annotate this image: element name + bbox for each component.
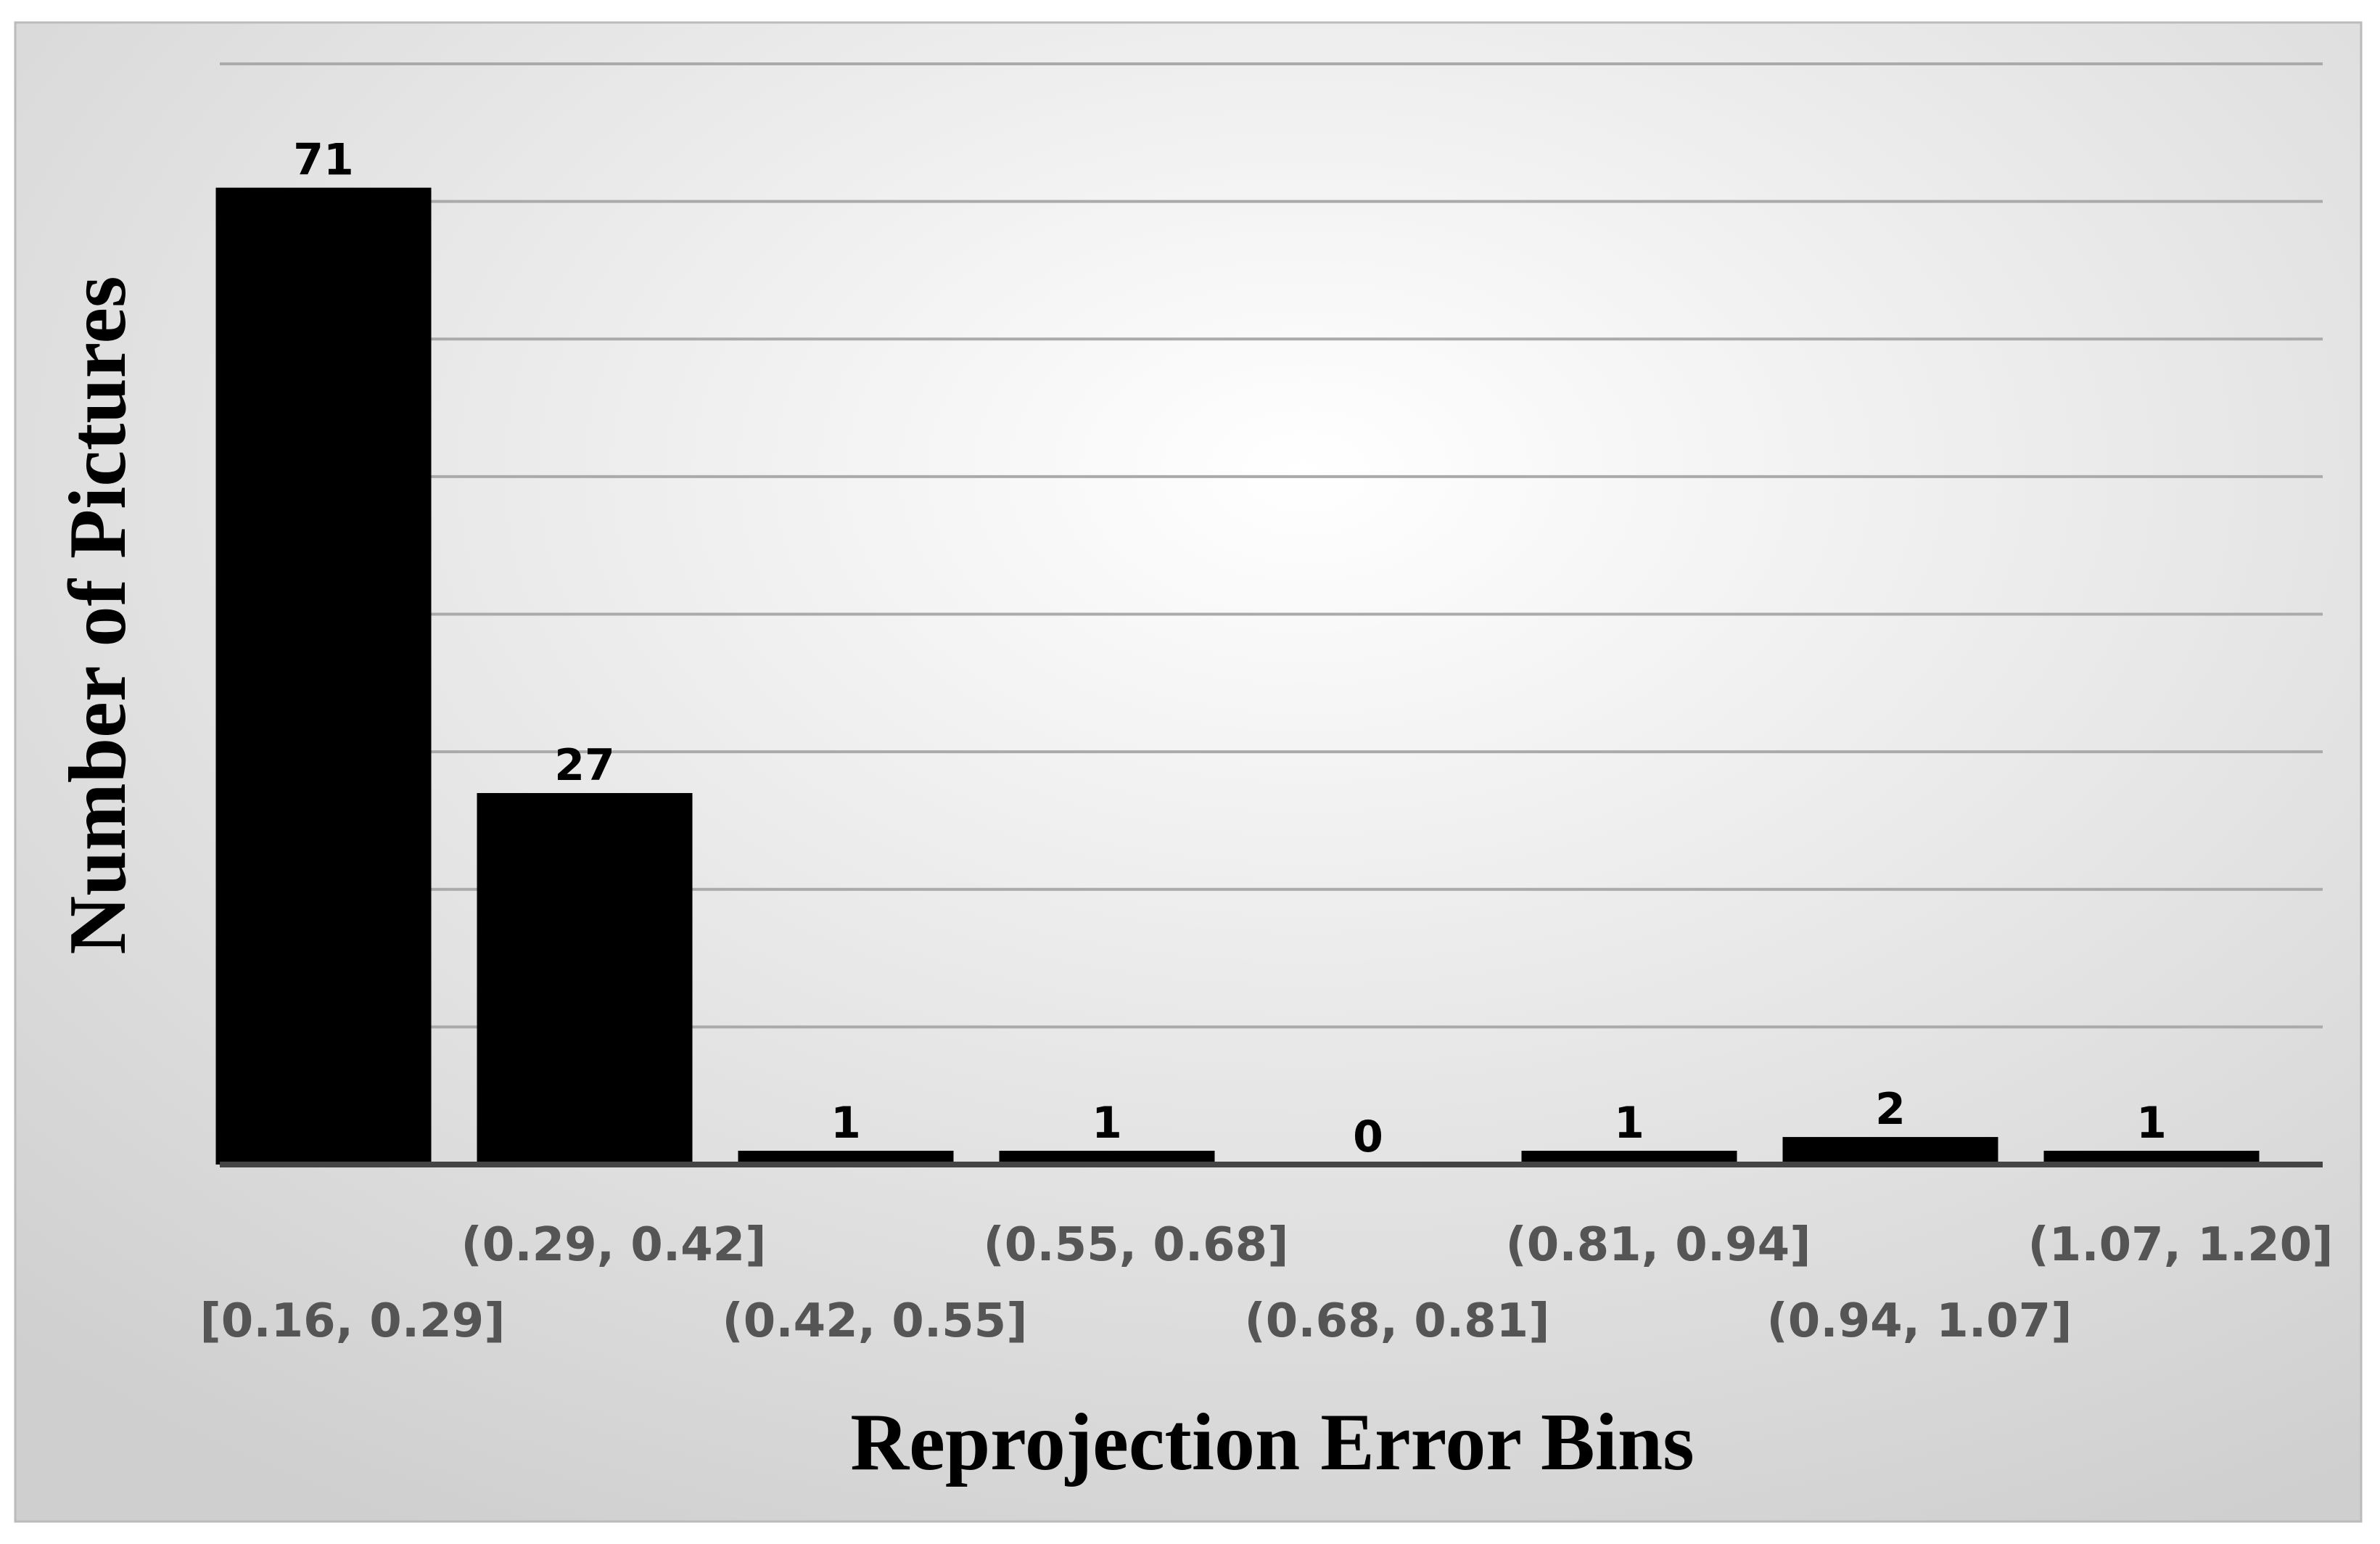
bar — [1521, 1151, 1737, 1165]
bar — [215, 187, 432, 1165]
bar — [999, 1151, 1215, 1165]
x-axis-label: Reprojection Error Bins — [850, 1397, 1694, 1487]
x-tick-label: (0.68, 0.81] — [1245, 1294, 1550, 1348]
data-label: 1 — [2136, 1098, 2167, 1149]
data-label: 2 — [1875, 1084, 1906, 1135]
x-tick-label: (1.07, 1.20] — [2028, 1218, 2334, 1272]
data-label: 1 — [1614, 1098, 1644, 1149]
data-label: 1 — [1092, 1098, 1122, 1149]
bar — [1782, 1137, 1998, 1165]
x-tick-label: (0.42, 0.55] — [722, 1294, 1028, 1348]
y-axis-label: Number of Pictures — [53, 276, 143, 954]
bar — [477, 793, 693, 1165]
data-label: 1 — [831, 1098, 861, 1149]
x-tick-label: (0.81, 0.94] — [1506, 1218, 1811, 1272]
bar — [2043, 1151, 2260, 1165]
data-label: 27 — [554, 740, 615, 791]
x-tick-label: [0.16, 0.29] — [200, 1294, 506, 1348]
data-label: 0 — [1353, 1112, 1383, 1162]
x-tick-label: (0.55, 0.68] — [984, 1218, 1289, 1272]
x-tick-label: (0.29, 0.42] — [461, 1218, 767, 1272]
x-tick-label: (0.94, 1.07] — [1767, 1294, 2072, 1348]
bar — [738, 1151, 954, 1165]
data-label: 71 — [293, 135, 354, 186]
